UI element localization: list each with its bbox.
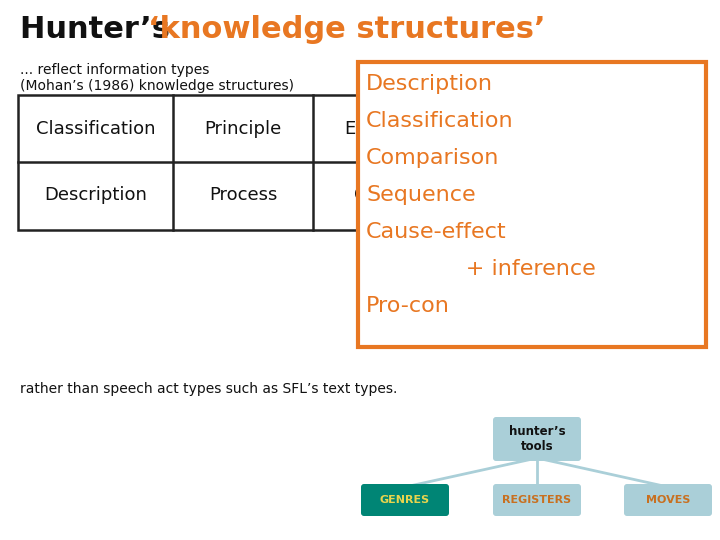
Text: MOVES: MOVES (646, 495, 690, 505)
Text: + inference: + inference (366, 259, 595, 279)
Text: GENRES: GENRES (380, 495, 430, 505)
FancyBboxPatch shape (624, 484, 712, 516)
Text: Comparison: Comparison (366, 148, 500, 168)
Text: (Mohan’s (1986) knowledge structures): (Mohan’s (1986) knowledge structures) (20, 79, 294, 93)
Text: Cause-effect: Cause-effect (366, 222, 507, 242)
Text: Description: Description (44, 186, 147, 205)
Text: Hunter’s: Hunter’s (20, 15, 181, 44)
Text: Classification: Classification (366, 111, 513, 131)
Text: Eva: Eva (344, 119, 377, 138)
Text: ... reflect information types: ... reflect information types (20, 63, 210, 77)
Text: ‘knowledge structures’: ‘knowledge structures’ (148, 15, 546, 44)
Text: REGISTERS: REGISTERS (503, 495, 572, 505)
FancyBboxPatch shape (493, 417, 581, 461)
FancyBboxPatch shape (361, 484, 449, 516)
Text: Process: Process (209, 186, 277, 205)
Text: C: C (354, 186, 366, 205)
FancyBboxPatch shape (493, 484, 581, 516)
Text: Sequence: Sequence (366, 185, 476, 205)
Text: rather than speech act types such as SFL’s text types.: rather than speech act types such as SFL… (20, 382, 397, 396)
Bar (18, 95, 408, 230)
Text: Classification: Classification (36, 119, 156, 138)
Text: Description: Description (366, 74, 493, 94)
Text: hunter’s
tools: hunter’s tools (509, 425, 565, 453)
Text: Pro-con: Pro-con (366, 296, 450, 316)
Text: Principle: Principle (204, 119, 282, 138)
Bar (358, 62, 706, 347)
